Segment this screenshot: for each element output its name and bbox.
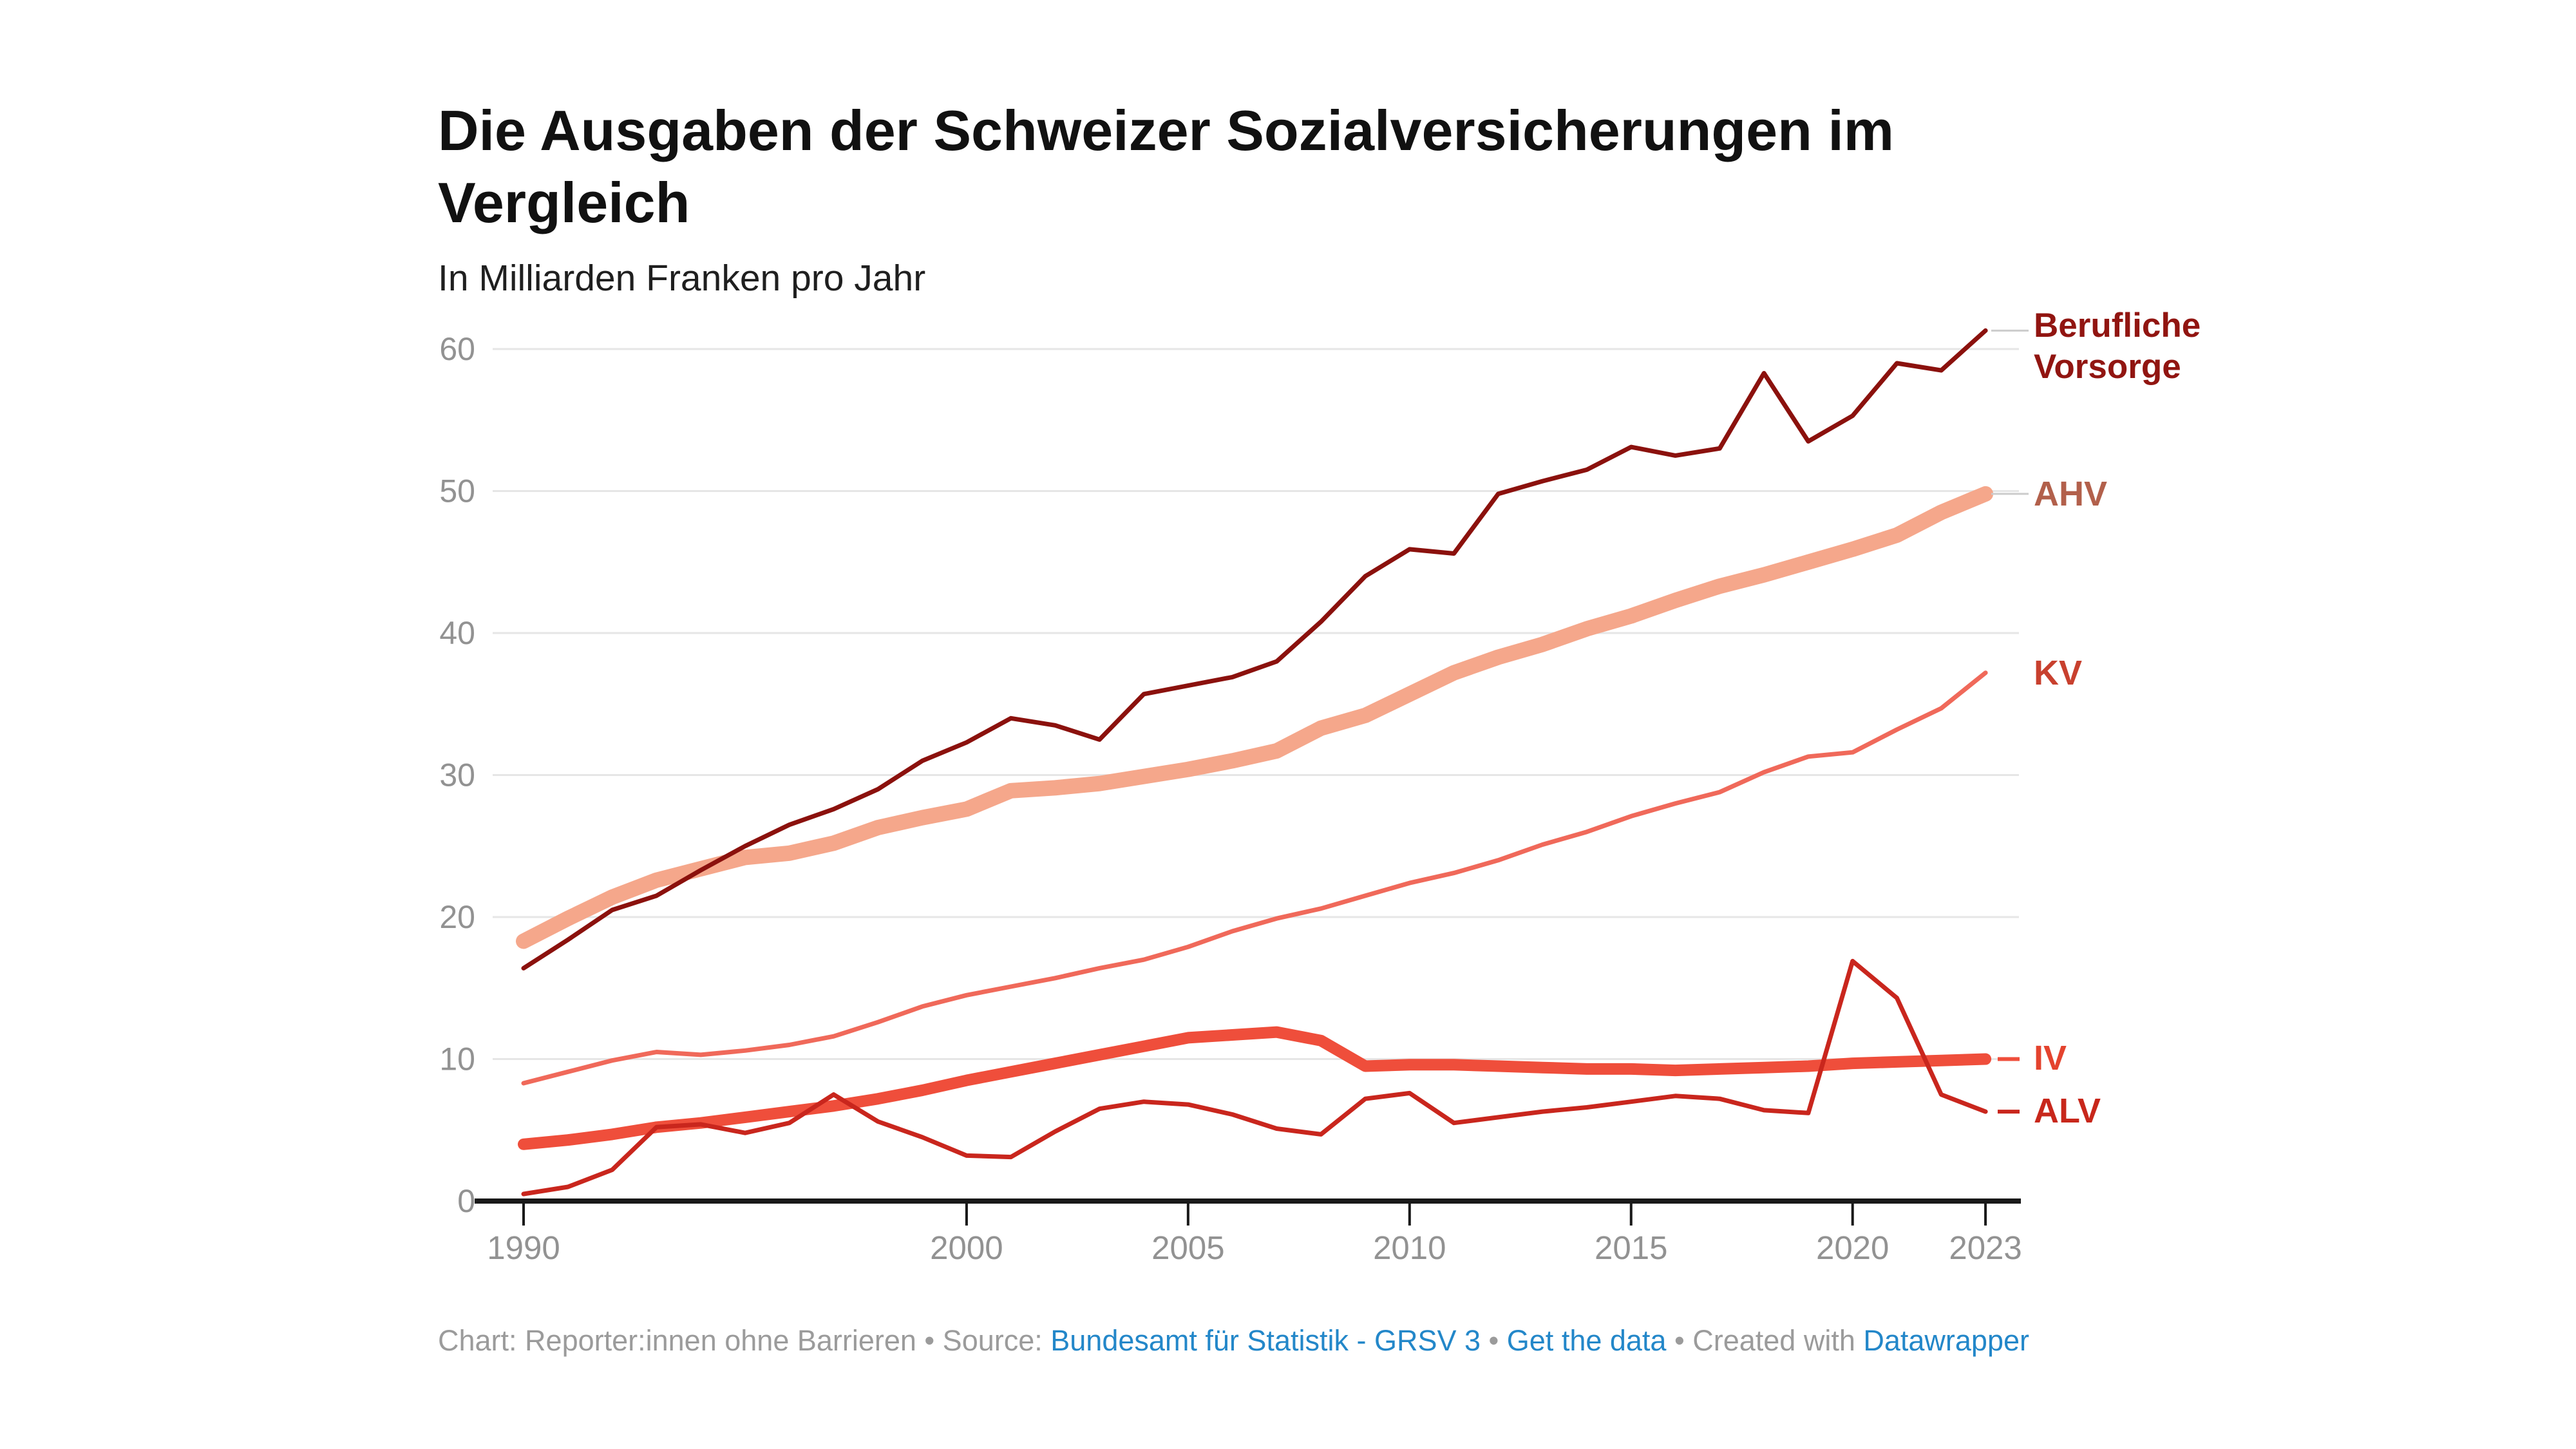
datawrapper-link[interactable]: Datawrapper [1863, 1324, 2029, 1357]
series-label-alv: ALV [2034, 1092, 2101, 1130]
series-line-iv [518, 1026, 1992, 1150]
x-axis-label-2000: 2000 [930, 1229, 1003, 1266]
x-axis-label-2020: 2020 [1816, 1229, 1889, 1266]
footer-text-prefix: Chart: Reporter:innen ohne Barrieren • S… [438, 1324, 1051, 1357]
series-line-ahv [516, 486, 1994, 949]
series-line-kv [521, 670, 1988, 1086]
series-line-berufliche-vorsorge [521, 328, 1988, 971]
series-label-ahv: AHV [2034, 475, 2108, 513]
source-link[interactable]: Bundesamt für Statistik - GRSV 3 [1050, 1324, 1481, 1357]
y-axis-label-40: 40 [439, 615, 475, 651]
y-axis-label-30: 30 [439, 757, 475, 793]
series-label-kv: KV [2034, 654, 2083, 692]
footer-separator-1: • [1481, 1324, 1507, 1357]
y-axis-label-10: 10 [439, 1041, 475, 1077]
page-subtitle: In Milliarden Franken pro Jahr [438, 258, 926, 299]
y-axis-label-0: 0 [457, 1183, 475, 1219]
get-data-link[interactable]: Get the data [1506, 1324, 1667, 1357]
x-axis-label-2023: 2023 [1949, 1229, 2022, 1266]
x-axis-label-2015: 2015 [1595, 1229, 1667, 1266]
footer-separator-2: • Created with [1666, 1324, 1864, 1357]
x-axis-label-1990: 1990 [487, 1229, 560, 1266]
x-axis-label-2010: 2010 [1373, 1229, 1446, 1266]
footer-attribution: Chart: Reporter:innen ohne Barrieren • S… [438, 1324, 2434, 1358]
series-line-alv [521, 958, 1988, 1197]
series-label-berufliche-vorsorge: Berufliche Vorsorge [2034, 307, 2201, 386]
y-axis-label-50: 50 [439, 473, 475, 509]
page-title: Die Ausgaben der Schweizer Sozialversich… [438, 98, 1895, 234]
x-axis-label-2005: 2005 [1151, 1229, 1224, 1266]
series-label-iv: IV [2034, 1039, 2067, 1077]
y-axis-label-20: 20 [439, 899, 475, 935]
y-axis-label-60: 60 [439, 331, 475, 367]
